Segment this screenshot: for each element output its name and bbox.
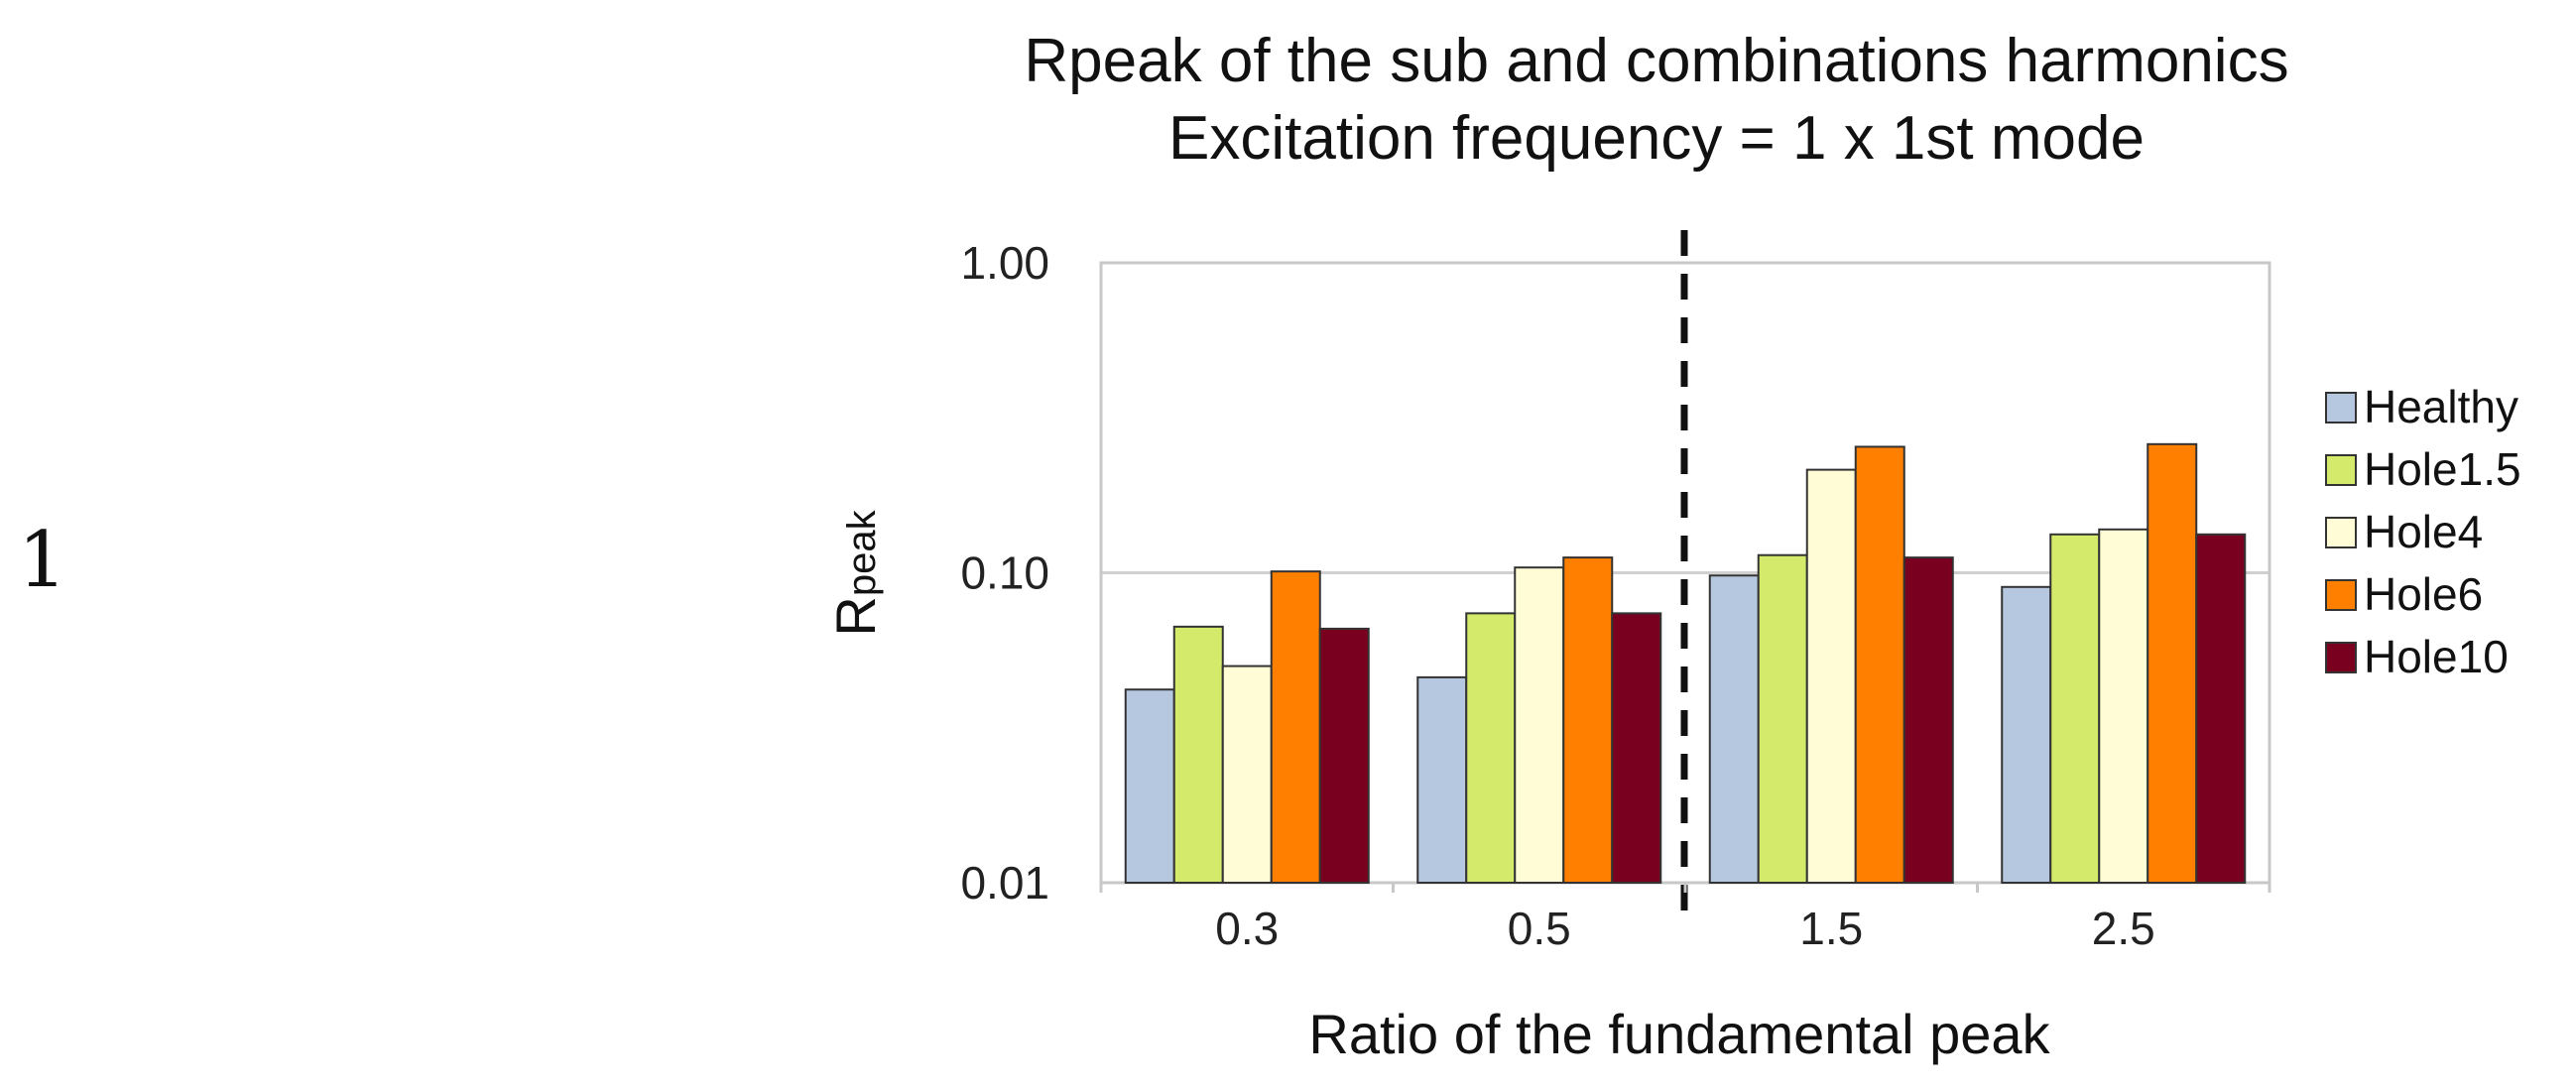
page-number: 1	[18, 516, 67, 605]
y-tick-labels: 0.01 0.10 1.00	[960, 237, 1049, 909]
bar-hole10-0-3	[1318, 627, 1370, 884]
legend-swatch	[2325, 579, 2357, 611]
bar-hole6-0-3	[1270, 570, 1321, 885]
legend-label: Hole4	[2364, 506, 2483, 557]
x-tick-labels: 0.3 0.5 1.5 2.5	[1099, 883, 2271, 954]
bar-healthy-0-5	[1416, 675, 1468, 884]
bar-healthy-1-5	[1708, 574, 1760, 884]
bar-hole6-0-5	[1562, 556, 1614, 885]
legend-swatch	[2325, 454, 2357, 486]
y-axis-title: Rpeak	[824, 509, 887, 636]
bar-hole4-2-5	[2098, 528, 2149, 884]
x-tick-label: 2.5	[2092, 903, 2155, 954]
legend-swatch	[2325, 392, 2357, 424]
bar-healthy-2-5	[2001, 585, 2052, 884]
bar-hole6-1-5	[1854, 445, 1905, 884]
y-axis-title-sub: peak	[840, 509, 884, 596]
bar-hole10-2-5	[2195, 533, 2247, 885]
x-tick-label: 1.5	[1799, 903, 1863, 954]
bar-hole4-0-3	[1221, 665, 1273, 885]
bar-hole1-5-1-5	[1757, 553, 1808, 884]
x-tick-label: 0.5	[1508, 903, 1571, 954]
chart-title-line2: Excitation frequency = 1 x 1st mode	[1168, 104, 2145, 173]
legend-swatch	[2325, 642, 2357, 673]
legend-label: Hole6	[2364, 568, 2483, 620]
y-tick-label: 1.00	[960, 237, 1049, 289]
legend-label: Hole1.5	[2364, 443, 2521, 495]
legend: Healthy Hole1.5 Hole4 Hole6 Hole10	[2325, 381, 2521, 682]
legend-label: Healthy	[2364, 381, 2518, 432]
legend-label: Hole10	[2364, 631, 2509, 682]
bar-hole1-5-2-5	[2049, 533, 2101, 885]
bars	[1124, 442, 2247, 885]
bar-hole1-5-0-3	[1172, 625, 1224, 884]
bar-hole4-0-5	[1514, 566, 1565, 884]
y-axis-title-main: R	[824, 596, 887, 636]
bar-hole4-1-5	[1805, 468, 1857, 884]
bar-hole6-2-5	[2147, 442, 2198, 884]
x-axis-title: Ratio of the fundamental peak	[1308, 1003, 2050, 1065]
x-tick-label: 0.3	[1215, 903, 1279, 954]
bar-hole10-1-5	[1902, 556, 1954, 885]
bar-healthy-0-3	[1124, 688, 1175, 885]
legend-swatch	[2325, 517, 2357, 548]
y-tick-label: 0.10	[960, 547, 1049, 599]
bar-hole10-0-5	[1611, 612, 1662, 885]
y-tick-label: 0.01	[960, 857, 1049, 909]
chart-title-line1: Rpeak of the sub and combinations harmon…	[1024, 27, 2288, 95]
bar-hole1-5-0-5	[1465, 612, 1517, 885]
